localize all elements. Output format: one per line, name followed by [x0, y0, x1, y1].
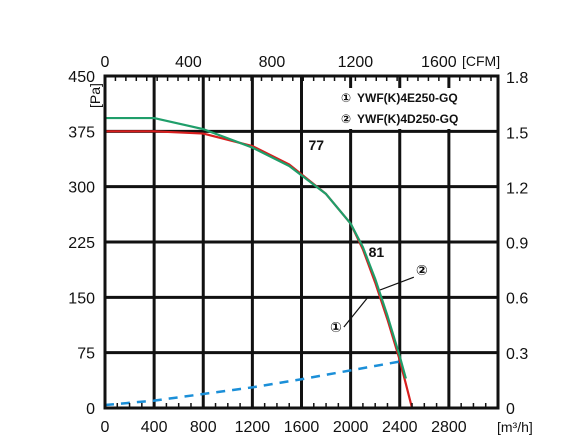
right-tick-label: 0.6 — [506, 291, 528, 308]
right-tick-label: 0.3 — [506, 346, 528, 363]
series-1-leader-line — [343, 296, 369, 328]
annotation-label: 81 — [369, 244, 385, 260]
top-tick-label: 800 — [259, 54, 286, 71]
top-tick-label: 0 — [101, 54, 110, 71]
axes — [103, 74, 500, 410]
series-line-2 — [105, 116, 407, 379]
legend-marker-2: ② — [341, 112, 351, 126]
bottom-tick-label: 2000 — [333, 419, 369, 436]
left-tick-label: 0 — [86, 401, 95, 418]
bottom-tick-label: 2800 — [431, 419, 467, 436]
annotation-label: ① — [330, 319, 342, 335]
right-tick-label: 0 — [506, 401, 515, 418]
right-tick-label: 1.5 — [506, 125, 528, 142]
top-tick-label: 400 — [175, 54, 202, 71]
left-tick-label: 75 — [77, 346, 95, 363]
legend-marker-1: ① — [341, 91, 351, 105]
legend-label-2: YWF(K)4D250-GQ — [357, 112, 458, 126]
bottom-tick-label: 400 — [141, 419, 168, 436]
annotation-label: 77 — [308, 137, 324, 153]
grid — [105, 76, 498, 408]
left-tick-label: 225 — [68, 235, 95, 252]
ticks: 0 400 800 1200 1600 2000 2400 2800 0 400 800 1200 16… — [68, 54, 528, 436]
right-tick-label: 1.8 — [506, 70, 528, 87]
bottom-tick-label: 1200 — [235, 419, 271, 436]
top-tick-label: 1600 — [421, 54, 457, 71]
bottom-tick-label: 2400 — [382, 419, 418, 436]
bottom-tick-label: 800 — [190, 419, 217, 436]
left-tick-label: 375 — [68, 124, 95, 141]
top-tick-label: 1200 — [338, 54, 374, 71]
bottom-tick-label: 0 — [101, 419, 110, 436]
left-tick-label: 300 — [68, 180, 95, 197]
legend-label-1: YWF(K)4E250-GQ — [357, 91, 458, 105]
left-axis-unit: [Pa] — [87, 83, 103, 108]
right-tick-label: 1.2 — [506, 180, 528, 197]
system-resistance-line — [104, 360, 400, 407]
legend: ① YWF(K)4E250-GQ ② YWF(K)4D250-GQ — [336, 88, 496, 129]
left-tick-label: 150 — [68, 290, 95, 307]
series-2-leader-line — [379, 276, 415, 291]
annotations: 77 81 ① ② — [308, 137, 427, 335]
annotation-label: ② — [416, 262, 428, 278]
bottom-axis-unit: [m³/h] — [497, 419, 533, 435]
right-tick-label: 0.9 — [506, 236, 528, 253]
left-tick-label: 450 — [68, 69, 95, 86]
series-group — [104, 116, 414, 409]
bottom-tick-label: 1600 — [284, 419, 320, 436]
top-axis-unit: [CFM] — [462, 53, 500, 69]
legend-box — [336, 88, 496, 129]
